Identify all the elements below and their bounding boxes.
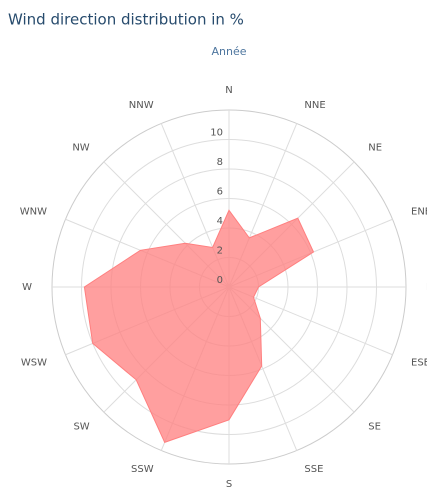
y-tick-label: 10 [210,128,223,139]
category-label: NE [368,143,382,154]
category-label: S [226,479,232,487]
category-label: NNW [129,100,154,111]
category-label: ENE [411,207,427,218]
category-label: ESE [411,357,427,368]
chart-subtitle: Année [211,45,246,58]
y-tick-label: 4 [217,216,223,227]
category-label: SSE [304,464,323,475]
category-label: N [225,85,232,96]
category-label: W [22,282,32,293]
category-label: SSW [131,464,154,475]
category-label: SW [73,421,89,432]
y-tick-label: 2 [217,246,223,257]
category-label: NNE [304,100,325,111]
y-tick-label: 0 [217,275,223,286]
data-area [83,209,315,444]
category-label: SE [368,421,381,432]
category-label: WSW [21,357,47,368]
y-tick-label: 6 [217,187,223,198]
chart-title: Wind direction distribution in % [8,11,244,29]
category-label: NW [72,143,89,154]
spoke [228,286,393,356]
category-label: WNW [20,207,47,218]
y-tick-label: 8 [217,157,223,168]
